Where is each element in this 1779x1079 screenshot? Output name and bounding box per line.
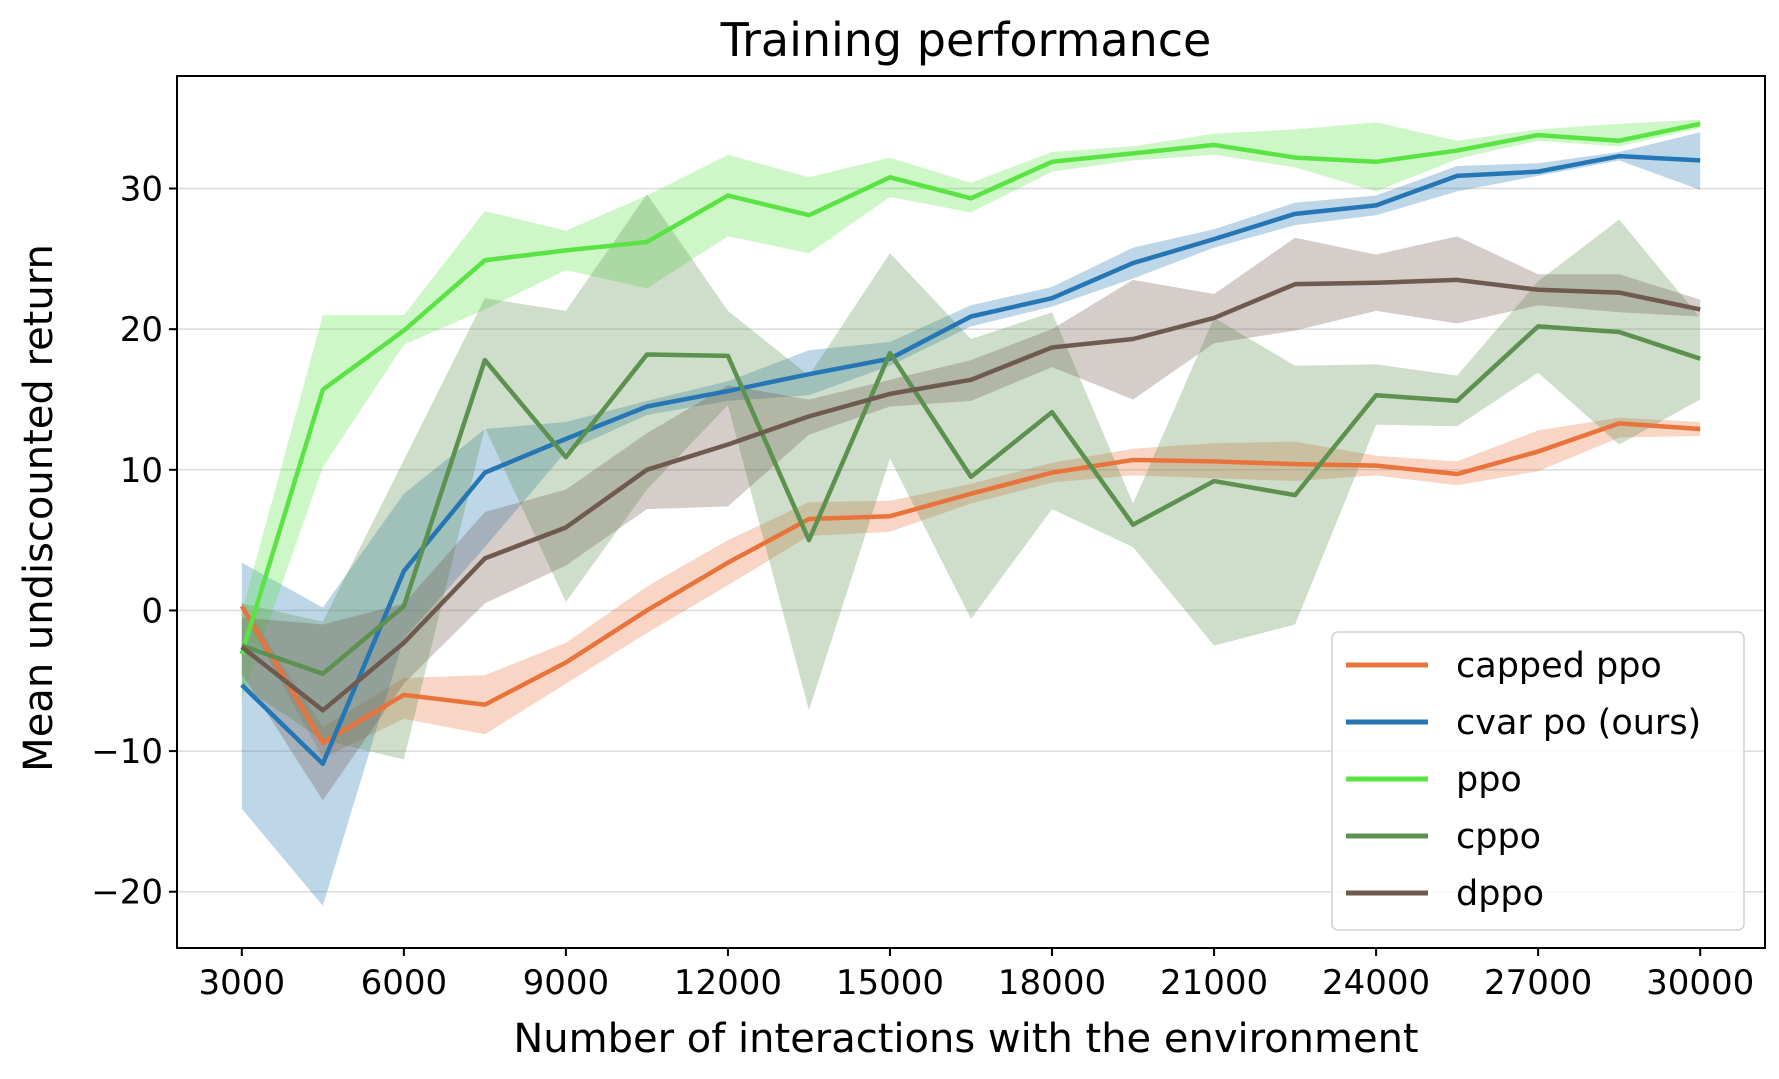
- band-dppo: [241, 236, 1701, 801]
- line-capped-ppo: [239, 421, 1701, 745]
- series-lines: [239, 121, 1701, 767]
- legend: capped ppo cvar po (ours) ppo cppo dppo: [1331, 631, 1745, 931]
- legend-label: capped ppo: [1456, 646, 1662, 686]
- legend-label: dppo: [1456, 874, 1544, 914]
- band-capped-ppo: [241, 417, 1701, 759]
- y-axis-label: Mean undiscounted return: [16, 244, 62, 772]
- x-axis-ticks: 3000 6000 9000 12000 15000 18000 21000 24000 270…: [199, 948, 1754, 1003]
- y-tick-label: −20: [91, 873, 163, 913]
- y-tick-label: −10: [91, 732, 163, 772]
- x-axis-label: Number of interactions with the environm…: [513, 1016, 1418, 1062]
- y-tick-label: 10: [120, 451, 163, 491]
- line-ppo: [239, 121, 1701, 655]
- y-tick-label: 20: [120, 310, 163, 350]
- grid-lines: [177, 187, 1765, 893]
- chart-title: Training performance: [720, 13, 1212, 67]
- line-cvar-po-ours: [240, 153, 1701, 767]
- y-tick-label: 0: [141, 591, 163, 631]
- y-tick-label: 30: [120, 170, 163, 210]
- x-tick-label: 12000: [674, 963, 782, 1003]
- x-tick-label: 27000: [1484, 963, 1592, 1003]
- band-ppo: [241, 119, 1701, 700]
- plot-frame: [176, 75, 1766, 949]
- x-tick-label: 24000: [1322, 963, 1430, 1003]
- x-tick-label: 6000: [361, 963, 448, 1003]
- y-axis-ticks: −20 −10 0 10 20 30: [91, 170, 177, 913]
- line-dppo: [240, 277, 1701, 713]
- x-tick-label: 21000: [1160, 963, 1268, 1003]
- x-tick-label: 30000: [1646, 963, 1754, 1003]
- line-cppo: [241, 324, 1701, 676]
- legend-label: cppo: [1456, 817, 1541, 857]
- x-tick-label: 15000: [836, 963, 944, 1003]
- legend-label: cvar po (ours): [1456, 703, 1701, 743]
- x-tick-label: 3000: [199, 963, 286, 1003]
- x-tick-label: 9000: [523, 963, 610, 1003]
- x-tick-label: 18000: [998, 963, 1106, 1003]
- legend-box: [1331, 631, 1745, 931]
- legend-label: ppo: [1456, 760, 1522, 800]
